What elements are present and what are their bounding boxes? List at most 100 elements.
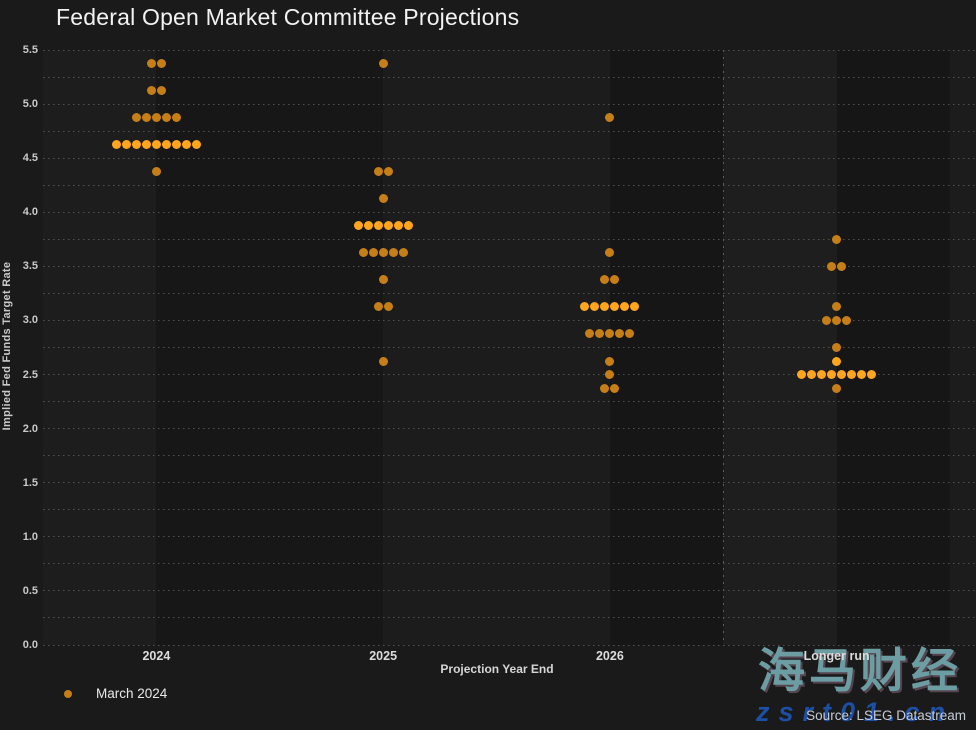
projection-dot xyxy=(131,140,141,150)
projection-dot xyxy=(393,221,403,231)
projection-dot xyxy=(600,302,610,312)
gridline xyxy=(43,211,976,213)
projection-dot xyxy=(151,167,161,177)
projection-dot xyxy=(600,383,610,393)
chart-title: Federal Open Market Committee Projection… xyxy=(56,4,520,30)
projection-dot xyxy=(837,261,847,271)
gridline xyxy=(43,455,976,457)
projection-dot xyxy=(817,370,827,380)
projection-dot xyxy=(146,86,156,96)
projection-dot xyxy=(807,370,817,380)
projection-dot xyxy=(605,370,615,380)
projection-dot xyxy=(161,140,171,150)
projection-dot xyxy=(156,86,166,96)
gridline xyxy=(43,238,976,240)
projection-dot xyxy=(156,59,166,69)
projection-dot xyxy=(832,343,842,352)
gridline xyxy=(43,563,976,565)
watermark-cjk: 海马财经 xyxy=(758,644,962,697)
y-tick-label: 0.5 xyxy=(22,584,38,597)
x-tick-label: 2024 xyxy=(142,649,171,663)
projection-dot xyxy=(832,234,842,244)
gridline xyxy=(43,76,976,78)
y-tick-label: 3.0 xyxy=(22,314,38,327)
projection-dot xyxy=(383,221,393,231)
gridline xyxy=(43,401,976,403)
projection-dot xyxy=(121,140,131,150)
projection-dot xyxy=(151,140,161,150)
gridline xyxy=(43,292,976,294)
legend-label: March 2024 xyxy=(96,686,168,701)
gridline xyxy=(43,184,976,186)
projection-dot xyxy=(600,275,610,285)
projection-dot xyxy=(832,383,842,393)
y-tick-label: 5.0 xyxy=(22,98,38,111)
projection-dot xyxy=(141,113,151,123)
y-tick-label: 0.0 xyxy=(22,639,38,651)
gridline xyxy=(43,130,976,132)
projection-dot xyxy=(181,140,191,150)
projection-dot xyxy=(373,302,383,312)
gridline xyxy=(43,374,976,376)
gridline xyxy=(43,347,976,348)
projection-dot xyxy=(620,302,630,312)
projection-dot xyxy=(610,302,620,312)
projection-dot xyxy=(857,370,867,380)
projection-dot xyxy=(398,248,408,258)
y-tick-label: 4.5 xyxy=(22,152,38,165)
y-tick-label: 2.0 xyxy=(22,422,38,435)
y-tick-label: 2.5 xyxy=(22,368,38,381)
y-tick-label: 3.5 xyxy=(22,260,38,273)
projection-dot xyxy=(630,302,640,312)
projection-dot xyxy=(610,275,620,285)
projection-dot xyxy=(585,329,595,339)
gridline xyxy=(43,590,976,592)
gridline xyxy=(43,482,976,484)
projection-dot xyxy=(590,302,600,312)
projection-dot xyxy=(610,383,620,393)
projection-dot xyxy=(378,275,388,285)
gridline xyxy=(43,428,976,430)
projection-dot xyxy=(358,248,368,258)
projection-dot xyxy=(605,329,615,339)
projection-dot xyxy=(368,248,378,258)
projection-dot xyxy=(151,113,161,123)
projection-dot xyxy=(580,302,590,312)
gridline xyxy=(43,265,976,267)
projection-dot xyxy=(867,370,877,380)
y-tick-label: 4.0 xyxy=(22,206,38,219)
gridline xyxy=(43,536,976,538)
projection-dot xyxy=(191,140,201,150)
projection-dot xyxy=(822,315,832,325)
projection-dot xyxy=(832,356,842,366)
projection-dot xyxy=(141,140,151,150)
projection-dot xyxy=(383,167,393,177)
x-tick-label: Longer run xyxy=(803,649,870,663)
projection-dot xyxy=(161,113,171,123)
projection-dot xyxy=(131,113,141,123)
projection-dot xyxy=(388,248,398,258)
x-axis-title: Projection Year End xyxy=(440,662,554,676)
y-tick-label: 1.0 xyxy=(22,530,38,543)
y-tick-label: 1.5 xyxy=(22,476,38,489)
projection-dot xyxy=(615,329,625,339)
y-axis-title: Implied Fed Funds Target Rate xyxy=(1,261,13,431)
gridline xyxy=(43,617,976,619)
legend-dot-icon xyxy=(64,689,72,698)
projection-dot xyxy=(378,356,388,366)
gridline xyxy=(43,644,976,646)
projection-dot xyxy=(171,140,181,150)
projection-dot xyxy=(837,370,847,380)
projection-dot xyxy=(842,315,852,325)
gridline xyxy=(43,103,976,105)
projection-dot xyxy=(171,113,181,123)
projection-dot xyxy=(363,221,373,231)
projection-dot xyxy=(625,329,635,339)
source-credit: Source: LSEG Datastream xyxy=(806,708,966,723)
projection-dot xyxy=(111,140,121,150)
projection-dot xyxy=(832,302,842,312)
projection-dot xyxy=(373,167,383,177)
legend: March 2024 xyxy=(64,686,167,701)
projection-dot xyxy=(373,221,383,231)
